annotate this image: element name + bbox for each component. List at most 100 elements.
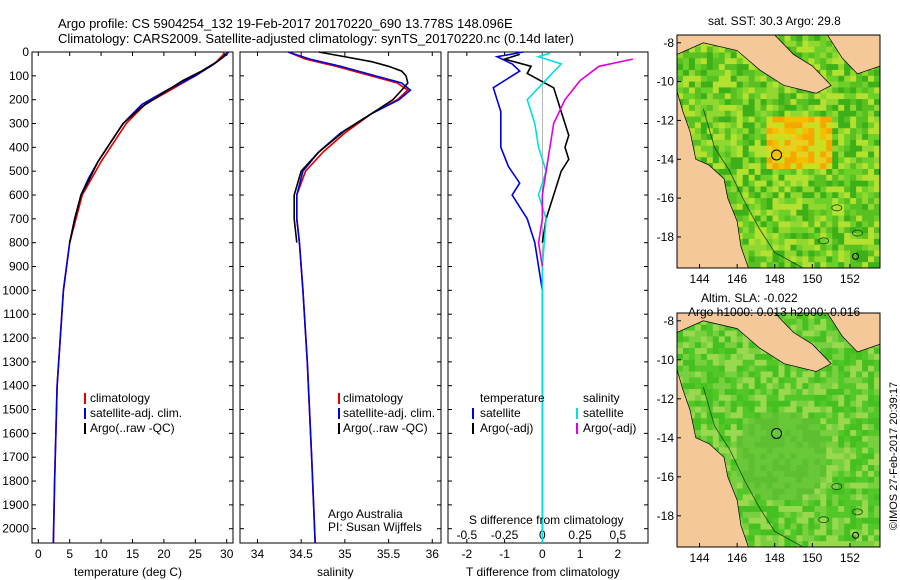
- map-cell: [760, 221, 767, 228]
- map-cell: [694, 122, 702, 129]
- map-cell: [868, 134, 875, 141]
- map-cell: [868, 377, 875, 384]
- map-cell: [802, 435, 809, 443]
- map-cell: [862, 75, 869, 82]
- map-cell: [838, 394, 845, 402]
- map-cell: [730, 116, 738, 123]
- map-cell: [736, 441, 744, 448]
- map-cell: [790, 506, 797, 513]
- map-cell: [808, 389, 815, 396]
- map-cell: [718, 406, 726, 413]
- map-cell: [874, 203, 881, 211]
- map-cell: [748, 353, 756, 361]
- map-cell: [832, 541, 839, 548]
- map-cell: [820, 523, 827, 530]
- map-cell: [736, 122, 744, 129]
- map-cell: [874, 447, 881, 454]
- map-cell: [718, 69, 726, 77]
- map-cell: [778, 523, 785, 530]
- map-cell: [778, 418, 785, 425]
- map-cell: [874, 221, 881, 228]
- map-cell: [820, 488, 827, 495]
- map-cell: [802, 99, 809, 106]
- map-cell: [718, 75, 726, 82]
- map-cell: [730, 198, 738, 205]
- map-cell: [826, 40, 833, 48]
- map-cell: [730, 453, 738, 460]
- map-cell: [826, 453, 833, 460]
- map-cell: [838, 58, 845, 65]
- map-cell: [844, 151, 851, 158]
- map-cell: [868, 418, 875, 425]
- map-cell: [677, 75, 684, 82]
- map-cell: [778, 412, 785, 419]
- map-cell: [802, 209, 809, 216]
- map-cell: [754, 128, 761, 135]
- map-cell: [748, 116, 756, 123]
- map-cell: [862, 488, 869, 495]
- map-cell: [706, 104, 714, 112]
- map-cell: [772, 500, 779, 507]
- map-cell: [748, 168, 756, 176]
- map-cell: [742, 506, 750, 513]
- map-cell: [778, 476, 785, 484]
- map-cell: [868, 233, 875, 240]
- map-cell: [808, 233, 815, 240]
- map-cell: [784, 488, 791, 495]
- map-cell: [856, 75, 863, 82]
- map-cell: [730, 330, 738, 337]
- map-cell: [868, 221, 875, 228]
- map-cell: [778, 168, 785, 176]
- map-cell: [748, 465, 756, 472]
- map-cell: [706, 116, 714, 123]
- map-cell: [748, 209, 756, 216]
- map-cell: [874, 244, 881, 251]
- map-cell: [820, 35, 827, 42]
- map-cell: [736, 394, 744, 402]
- map-cell: [874, 134, 881, 141]
- map-cell: [826, 318, 833, 326]
- map-cell: [718, 116, 726, 123]
- map-cell: [742, 394, 750, 402]
- map-cell: [820, 244, 827, 251]
- map-cell: [826, 418, 833, 425]
- map-cell: [778, 104, 785, 112]
- map-cell: [826, 52, 833, 59]
- map-cell: [760, 122, 767, 129]
- map-cell: [832, 406, 839, 413]
- map-cell: [820, 198, 827, 205]
- map-cell: [742, 75, 750, 82]
- map-cell: [724, 81, 732, 88]
- map-cell: [766, 81, 773, 88]
- map-cell: [742, 494, 750, 501]
- map-cell: [820, 389, 827, 396]
- map-cell: [838, 75, 845, 82]
- map-cell: [820, 517, 827, 524]
- legend-swatch: [576, 408, 578, 419]
- map-cell: [826, 215, 833, 222]
- map-cell: [862, 383, 869, 390]
- map-cell: [820, 342, 827, 349]
- map-cell: [868, 459, 875, 466]
- map-cell: [796, 535, 803, 542]
- map-cell: [844, 134, 851, 141]
- map-cell: [760, 151, 767, 158]
- map-cell: [838, 198, 845, 205]
- reference-marker: [852, 252, 860, 260]
- map-cell: [862, 186, 869, 193]
- map-cell: [820, 180, 827, 187]
- s-tick-label: 0.5: [609, 528, 626, 542]
- map-cell: [808, 174, 815, 182]
- map-cell: [736, 383, 744, 390]
- map-cell: [712, 394, 720, 402]
- map-cell: [802, 180, 809, 187]
- map-cell: [772, 227, 779, 234]
- map-cell: [736, 110, 744, 117]
- map-cell: [802, 215, 809, 222]
- map-cell: [730, 134, 738, 141]
- map-cell: [820, 262, 827, 269]
- map-cell: [796, 371, 803, 378]
- map-cell: [742, 453, 750, 460]
- map-cell: [838, 238, 845, 246]
- map-cell: [760, 87, 767, 94]
